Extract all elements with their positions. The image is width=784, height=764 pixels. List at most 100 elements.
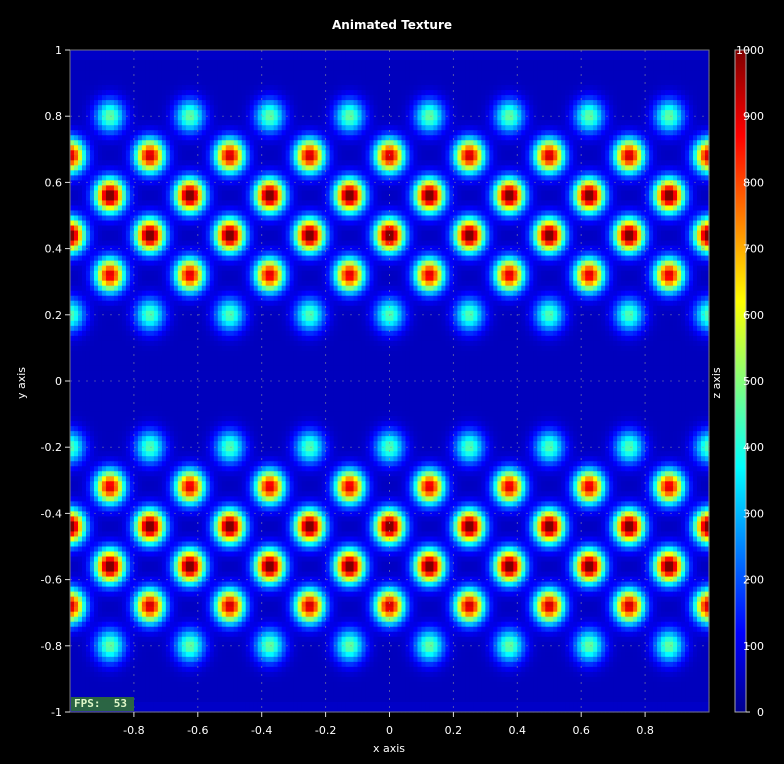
heatmap-cell xyxy=(341,70,347,76)
heatmap-cell xyxy=(429,70,435,76)
heatmap-cell xyxy=(249,65,255,71)
heatmap-cell xyxy=(73,130,79,136)
heatmap-cell xyxy=(229,145,235,151)
heatmap-cell xyxy=(609,185,614,192)
heatmap-cell xyxy=(361,160,367,166)
heatmap-cell xyxy=(237,60,243,66)
heatmap-cell xyxy=(153,80,159,86)
heatmap-cell xyxy=(353,115,359,121)
heatmap-cell xyxy=(457,130,462,136)
heatmap-cell xyxy=(625,80,630,86)
heatmap-cell xyxy=(461,105,466,111)
heatmap-cell xyxy=(605,95,610,101)
heatmap-cell xyxy=(345,55,351,61)
heatmap-cell xyxy=(341,115,347,121)
heatmap-cell xyxy=(613,160,618,166)
heatmap-cell xyxy=(525,125,530,131)
heatmap-cell xyxy=(421,90,427,96)
heatmap-cell xyxy=(173,55,179,61)
heatmap-cell xyxy=(325,95,331,101)
heatmap-cell xyxy=(245,105,251,111)
heatmap-cell xyxy=(177,55,183,61)
heatmap-cell xyxy=(341,175,347,181)
heatmap-cell xyxy=(297,165,303,171)
heatmap-cell xyxy=(373,55,379,61)
heatmap-cell xyxy=(521,175,526,181)
heatmap-cell xyxy=(285,200,291,207)
heatmap-cell xyxy=(553,110,558,116)
heatmap-cell xyxy=(185,110,191,116)
heatmap-cell xyxy=(225,120,231,126)
heatmap-cell xyxy=(337,155,343,161)
heatmap-cell xyxy=(669,155,674,161)
heatmap-cell xyxy=(605,110,610,116)
heatmap-cell xyxy=(77,135,83,141)
heatmap-cell xyxy=(409,55,415,61)
heatmap-cell xyxy=(217,115,223,121)
heatmap-cell xyxy=(389,120,395,126)
heatmap-cell xyxy=(677,95,682,101)
heatmap-cell xyxy=(73,75,79,81)
heatmap-cell xyxy=(241,200,247,207)
heatmap-cell xyxy=(177,135,183,141)
heatmap-cell xyxy=(425,150,431,156)
heatmap-cell xyxy=(513,60,518,66)
heatmap-cell xyxy=(429,145,435,151)
heatmap-cell xyxy=(185,130,191,136)
heatmap-cell xyxy=(473,90,478,96)
heatmap-cell xyxy=(93,90,99,96)
heatmap-cell xyxy=(301,80,307,86)
heatmap-cell xyxy=(357,90,363,96)
heatmap-cell xyxy=(505,100,510,106)
heatmap-cell xyxy=(485,95,490,101)
heatmap-cell xyxy=(421,105,427,111)
heatmap-cell xyxy=(505,50,510,56)
heatmap-cell xyxy=(301,95,307,101)
heatmap-cell xyxy=(321,185,327,192)
heatmap-cell xyxy=(625,150,630,156)
heatmap-cell xyxy=(513,90,518,96)
heatmap-cell xyxy=(245,135,251,141)
heatmap-cell xyxy=(93,160,99,166)
heatmap-cell xyxy=(285,75,291,81)
heatmap-cell xyxy=(245,85,251,91)
heatmap-cell xyxy=(501,100,506,106)
heatmap-cell xyxy=(629,180,634,187)
heatmap-cell xyxy=(89,100,95,106)
heatmap-cell xyxy=(249,100,255,106)
heatmap-cell xyxy=(81,110,87,116)
heatmap-cell xyxy=(149,105,155,111)
heatmap-cell xyxy=(205,130,211,136)
heatmap-cell xyxy=(693,170,698,176)
heatmap-cell xyxy=(557,195,562,202)
heatmap-cell xyxy=(553,85,558,91)
heatmap-cell xyxy=(237,85,243,91)
heatmap-cell xyxy=(105,205,111,212)
heatmap-cell xyxy=(433,80,439,86)
heatmap-cell xyxy=(541,70,546,76)
heatmap-cell xyxy=(597,85,602,91)
heatmap-cell xyxy=(197,75,203,81)
heatmap-cell xyxy=(365,155,371,161)
heatmap-cell xyxy=(301,50,307,56)
heatmap-cell xyxy=(209,75,215,81)
heatmap-cell xyxy=(293,110,299,116)
heatmap-cell xyxy=(349,195,355,202)
heatmap-cell xyxy=(629,50,634,56)
heatmap-cell xyxy=(477,55,482,61)
heatmap-cell xyxy=(349,70,355,76)
heatmap-cell xyxy=(581,115,586,121)
heatmap-cell xyxy=(581,190,586,197)
heatmap-cell xyxy=(497,180,502,187)
heatmap-cell xyxy=(589,150,594,156)
heatmap-cell xyxy=(545,165,550,171)
heatmap-cell xyxy=(505,130,510,136)
heatmap-cell xyxy=(73,140,79,146)
heatmap-cell xyxy=(261,85,267,91)
heatmap-cell xyxy=(201,85,207,91)
heatmap-cell xyxy=(285,155,291,161)
heatmap-cell xyxy=(337,90,343,96)
heatmap-cell xyxy=(173,140,179,146)
heatmap-cell xyxy=(569,185,574,192)
heatmap-cell xyxy=(673,155,678,161)
